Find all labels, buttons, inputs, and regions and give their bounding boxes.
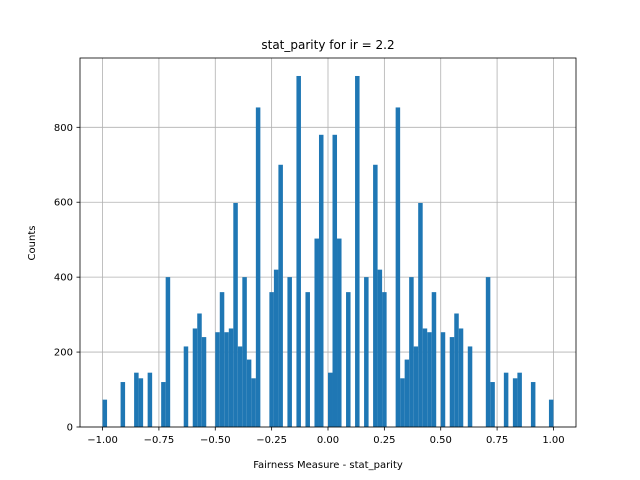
histogram-bar — [305, 292, 310, 427]
histogram-bar — [458, 328, 464, 427]
histogram-bar — [449, 337, 455, 427]
histogram-bar — [427, 332, 432, 427]
histogram-bar — [422, 328, 428, 427]
histogram-bar — [224, 332, 229, 427]
histogram-bar — [147, 372, 153, 427]
histogram-bar — [485, 277, 491, 427]
histogram-bar — [395, 107, 401, 428]
histogram-bar — [197, 313, 202, 427]
y-tick-label: 200 — [54, 348, 73, 359]
histogram-bar — [102, 399, 108, 427]
x-tick-label: 0.00 — [317, 435, 339, 446]
x-tick-label: 0.50 — [430, 435, 452, 446]
histogram-bar — [251, 378, 256, 427]
x-tick-label: −0.75 — [144, 435, 175, 446]
bars — [102, 75, 554, 428]
histogram-bar — [404, 359, 410, 427]
x-tick-label: 1.00 — [542, 435, 564, 446]
histogram-bar — [382, 292, 387, 427]
histogram-bar — [377, 269, 383, 427]
y-tick-label: 400 — [54, 273, 73, 284]
histogram-bar — [318, 134, 324, 428]
histogram-bar — [255, 107, 261, 428]
histogram-bar — [228, 328, 234, 427]
histogram-bar — [355, 75, 360, 428]
y-tick-label: 800 — [54, 123, 73, 134]
histogram-bar — [548, 399, 554, 427]
histogram-bar — [120, 382, 126, 427]
x-tick-label: 0.25 — [373, 435, 395, 446]
histogram-bar — [138, 378, 144, 427]
histogram-bar — [201, 337, 207, 427]
histogram-bar — [373, 164, 378, 428]
histogram-bar — [418, 202, 423, 427]
histogram-bar — [192, 328, 198, 427]
x-tick-label: −1.00 — [87, 435, 118, 446]
histogram-bar — [503, 372, 509, 427]
histogram-bar — [233, 202, 238, 427]
histogram-bar — [328, 372, 333, 427]
histogram-bar — [287, 277, 292, 427]
histogram-bar — [454, 313, 459, 427]
histogram-bar — [237, 346, 243, 427]
x-tick-label: −0.25 — [256, 435, 287, 446]
histogram-bar — [296, 75, 301, 428]
histogram-bar — [161, 382, 166, 427]
histogram-bar — [431, 292, 437, 427]
histogram-bar — [400, 378, 405, 427]
histogram-bar — [219, 292, 225, 427]
histogram-bar — [530, 382, 536, 427]
histogram-bar — [246, 359, 252, 427]
histogram-bar — [409, 277, 414, 427]
axes: −1.00 −0.75 −0.50 −0.25 0.00 0.25 0.50 0.75 1.00… — [54, 57, 577, 446]
histogram-bar — [346, 292, 351, 427]
histogram-bar — [269, 292, 274, 427]
histogram-bar — [517, 372, 522, 427]
histogram-bar — [364, 277, 369, 427]
y-tick-label: 0 — [67, 423, 73, 434]
histogram-bar — [440, 332, 446, 427]
histogram-bar — [512, 378, 518, 427]
x-axis-label: Fairness Measure - stat_parity — [253, 460, 403, 471]
histogram-bar — [467, 346, 473, 427]
histogram-bar — [278, 164, 283, 428]
histogram-bar — [134, 372, 139, 427]
histogram-bar — [273, 269, 279, 427]
histogram-bar — [165, 277, 171, 427]
histogram-bar — [183, 346, 189, 427]
histogram-bar — [413, 346, 419, 427]
histogram-bar — [337, 238, 342, 427]
y-axis-label: Counts — [27, 226, 38, 261]
x-tick-label: −0.50 — [200, 435, 231, 446]
histogram-bar — [490, 382, 495, 427]
chart-title: stat_parity for ir = 2.2 — [261, 38, 394, 52]
x-tick-label: 0.75 — [486, 435, 508, 446]
histogram-bar — [314, 238, 319, 427]
histogram-bar — [332, 134, 338, 428]
histogram-bar — [215, 332, 220, 427]
histogram-bar — [242, 277, 247, 427]
y-tick-label: 600 — [54, 198, 73, 209]
